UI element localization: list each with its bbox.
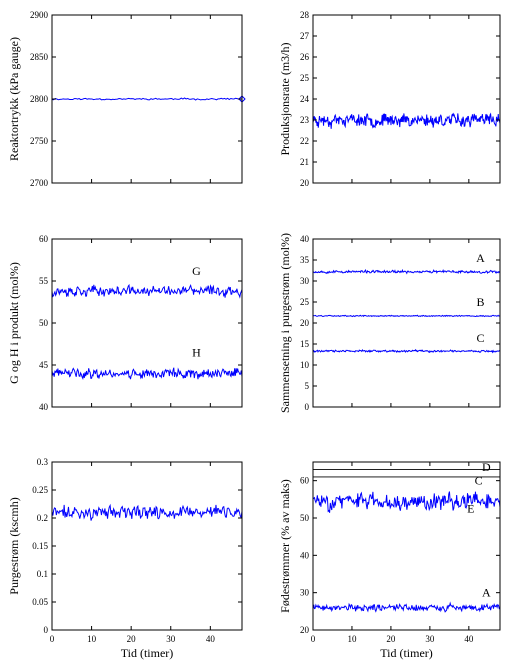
series-annotation: C [477,331,485,345]
x-tick-label: 0 [311,634,316,644]
y-tick-label: 30 [300,588,310,598]
chart-panel-4: 0 5 10 15 20 25 30 35 40 Sammensetning i purgestr… [278,233,501,413]
x-tick-label: 20 [127,634,137,644]
series-annotation: C [475,473,483,487]
y-tick-label: 0.3 [37,457,49,467]
series-line-1 [313,112,500,129]
y-tick-label: 20 [300,318,310,328]
series-line-3 [313,348,500,354]
y-tick-label: 50 [39,318,49,328]
y-tick-label: 5 [305,381,310,391]
y-tick-label: 23 [300,115,310,125]
series-annotation: A [476,251,485,265]
y-axis-label: Purgestrøm (kscmh) [7,497,21,594]
y-tick-label: 25 [300,73,310,83]
y-tick-label: 0.25 [32,485,48,495]
x-axis-label: Tid (timer) [121,646,174,660]
y-tick-label: 0.2 [37,513,48,523]
series-line-2 [52,367,242,380]
y-tick-label: 20 [300,625,310,635]
y-tick-label: 24 [300,94,310,104]
y-tick-label: 0.1 [37,569,48,579]
x-tick-label: 40 [464,634,474,644]
y-tick-label: 50 [300,513,310,523]
y-tick-label: 55 [39,276,49,286]
chart-panel-3: 40 45 50 55 60 G og H i produkt (mol%) G H [7,234,243,412]
y-tick-label: 26 [300,52,310,62]
y-tick-label: 2850 [30,52,49,62]
series-line-1 [313,268,500,275]
axes-frame [312,461,501,631]
y-tick-label: 21 [300,157,309,167]
y-axis-label: Reaktortrykk (kPa gauge) [7,37,21,161]
axes-frame [51,238,243,408]
y-tick-label: 2900 [30,10,49,20]
y-tick-label: 20 [300,178,310,188]
series-annotation: E [467,501,474,515]
series-line-1 [52,503,242,521]
x-tick-label: 40 [206,634,216,644]
y-tick-label: 0 [44,625,49,635]
axes-frame [51,461,243,631]
x-axis-label: Tid (timer) [380,646,433,660]
series-line-4 [313,601,500,613]
y-tick-label: 35 [300,255,310,265]
series-annotation: A [482,585,491,599]
axes-frame [312,238,501,408]
y-axis-label: Sammensetning i purgestrøm (mol%) [278,233,292,413]
series-line-1 [52,97,242,101]
x-tick-label: 30 [425,634,435,644]
y-tick-label: 0.15 [32,541,48,551]
y-axis-label: Produksjonsrate (m3/h) [278,43,292,156]
y-tick-label: 2750 [30,136,49,146]
y-tick-label: 45 [39,360,49,370]
y-axis-label: G og H i produkt (mol%) [7,262,21,384]
series-annotation: B [477,295,485,309]
y-tick-label: 40 [300,234,310,244]
series-annotation: H [192,346,201,360]
x-tick-label: 10 [87,634,97,644]
x-tick-label: 30 [166,634,176,644]
y-tick-label: 10 [300,360,310,370]
x-tick-label: 20 [386,634,396,644]
y-tick-label: 27 [300,31,310,41]
series-line-2 [313,314,500,318]
chart-panel-6: 20 30 40 50 60 0 10 20 30 40 Fødestrømmer (% av ma… [278,460,501,660]
y-tick-label: 25 [300,297,310,307]
y-tick-label: 15 [300,339,310,349]
y-tick-label: 60 [39,234,49,244]
y-axis-label: Fødestrømmer (% av maks) [278,479,292,613]
x-tick-label: 0 [50,634,55,644]
chart-panel-5: 0 0.05 0.1 0.15 0.2 0.25 0.3 0 10 20 30 40 Purgestrø… [7,457,243,660]
series-annotation: D [482,460,491,474]
y-tick-label: 40 [300,550,310,560]
y-tick-label: 60 [300,476,310,486]
y-tick-label: 40 [39,402,49,412]
y-tick-label: 0 [305,402,310,412]
chart-panel-2: 20 21 22 23 24 25 26 27 28 Produksjonsrate (m3/h) [278,10,501,188]
x-tick-label: 10 [347,634,357,644]
series-line-1 [52,283,242,299]
chart-panel-1: 2700 2750 2800 2850 2900 Reaktortrykk (kPa ga… [7,10,246,188]
y-tick-label: 30 [300,276,310,286]
y-tick-label: 0.05 [32,597,48,607]
series-annotation: G [192,264,201,278]
y-tick-label: 2800 [30,94,49,104]
y-tick-label: 2700 [30,178,49,188]
y-tick-label: 22 [300,136,309,146]
axes-frame [312,14,501,184]
y-tick-label: 28 [300,10,310,20]
series-line-3 [313,491,500,513]
